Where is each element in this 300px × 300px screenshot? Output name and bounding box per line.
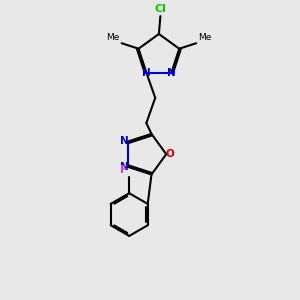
Text: F: F <box>120 165 128 176</box>
Text: N: N <box>142 68 151 78</box>
Text: N: N <box>167 68 176 78</box>
Text: O: O <box>165 149 174 159</box>
Text: N: N <box>120 136 128 146</box>
Text: N: N <box>120 162 128 172</box>
Text: Me: Me <box>106 33 119 42</box>
Text: Cl: Cl <box>154 4 166 14</box>
Text: Me: Me <box>199 33 212 42</box>
